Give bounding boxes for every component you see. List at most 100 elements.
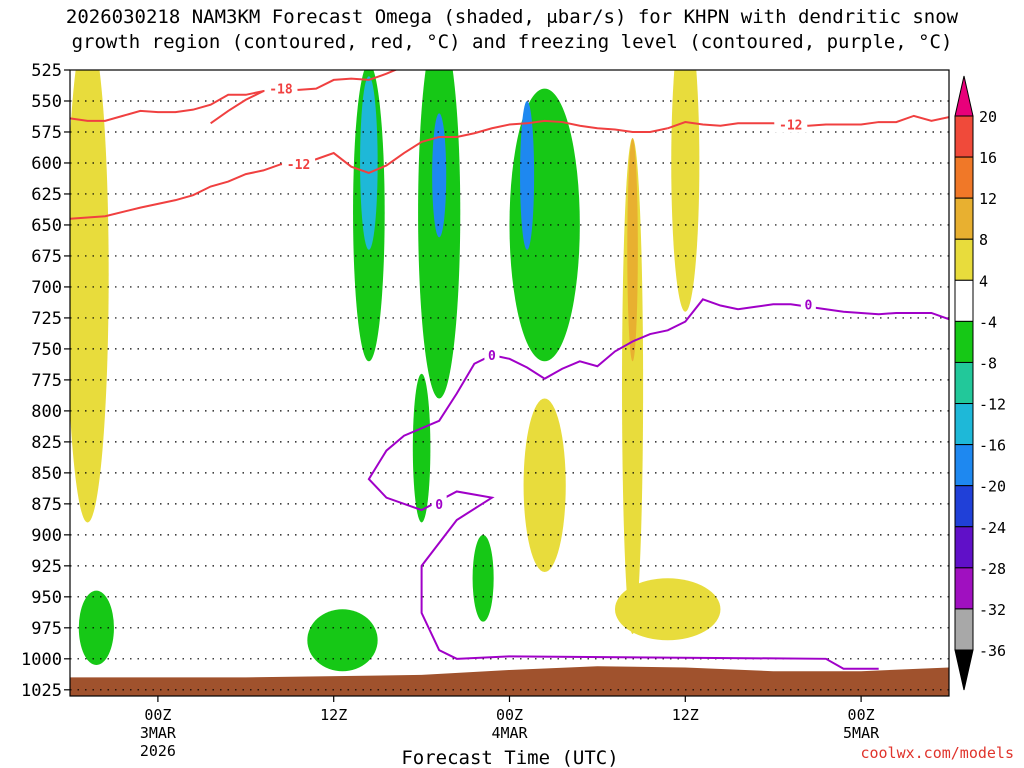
omega-shading bbox=[70, 70, 721, 672]
omega-green-blob-hour-1 bbox=[78, 590, 114, 666]
colorbar-label: -20 bbox=[979, 478, 1006, 496]
colorbar-label: -8 bbox=[979, 354, 997, 372]
freezing-contour-label: 0 bbox=[804, 298, 812, 313]
colorbar-label: -4 bbox=[979, 313, 997, 331]
colorbar-box bbox=[954, 444, 974, 487]
ground-layer bbox=[70, 666, 949, 696]
omega-yellow-column-hour-1 bbox=[70, 70, 109, 523]
omega-yellow-blob-hour-34 bbox=[614, 578, 721, 641]
credit-text: coolwx.com/models bbox=[860, 744, 1014, 762]
colorbar-bottom-triangle bbox=[954, 649, 974, 691]
colorbar-label: -16 bbox=[979, 437, 1006, 455]
y-tick-label: 825 bbox=[31, 433, 62, 453]
colorbar-top-triangle bbox=[954, 75, 974, 117]
x-tick-label: 12Z bbox=[672, 706, 699, 724]
y-tick-label: 575 bbox=[31, 123, 62, 143]
y-axis: 525 550 575 600 625 650 675 700 725 750 775 800 825 8… bbox=[21, 61, 70, 701]
y-tick-label: 675 bbox=[31, 247, 62, 267]
y-tick-label: 625 bbox=[31, 185, 62, 205]
colorbar-box bbox=[954, 320, 974, 363]
omega-blue-core-hour-21 bbox=[432, 113, 447, 238]
colorbar-box bbox=[954, 526, 974, 569]
omega-orange-core-hour-32 bbox=[627, 138, 638, 362]
colorbar-box bbox=[954, 156, 974, 199]
freezing-contour-label-bg bbox=[431, 495, 447, 512]
x-tick-label: 12Z bbox=[320, 706, 347, 724]
freezing-contour-label-bg bbox=[484, 347, 500, 364]
colorbar-label: -32 bbox=[979, 601, 1006, 619]
x-tick-label: 00Z bbox=[144, 706, 171, 724]
y-tick-label: 1000 bbox=[21, 650, 62, 670]
y-tick-label: 1025 bbox=[21, 681, 62, 701]
below-ground-area bbox=[70, 666, 949, 696]
plot-background bbox=[70, 70, 949, 696]
y-tick-label: 875 bbox=[31, 495, 62, 515]
y-tick-label: 925 bbox=[31, 557, 62, 577]
omega-yellow-column-hour-32 bbox=[622, 138, 644, 635]
omega-green-blob-hour-23 bbox=[472, 534, 494, 622]
colorbar-label: -36 bbox=[979, 642, 1006, 660]
x-tick-label: 5MAR bbox=[843, 724, 880, 742]
y-tick-label: 725 bbox=[31, 309, 62, 329]
freezing-level-contour-line bbox=[367, 298, 949, 670]
colorbar-label: 8 bbox=[979, 231, 988, 249]
colorbar-box bbox=[954, 608, 974, 651]
colorbar-label: -28 bbox=[979, 560, 1006, 578]
x-axis-label: Forecast Time (UTC) bbox=[401, 747, 618, 768]
dgz-contour-line bbox=[667, 114, 949, 130]
contour-lines: -18 -12 -12 0 0 0 bbox=[70, 70, 949, 670]
colorbar: 20 16 12 8 4 -4 -8 -12 -16 -20 -24 -28 -32 -36 bbox=[954, 75, 1006, 691]
y-tick-label: 800 bbox=[31, 402, 62, 422]
y-tick-label: 700 bbox=[31, 278, 62, 298]
x-tick-label: 3MAR bbox=[140, 724, 177, 742]
dgz-contour-label-bg bbox=[774, 116, 808, 133]
freezing-contour-label: 0 bbox=[488, 349, 496, 364]
dgz-contour-label-bg bbox=[264, 80, 298, 97]
chart-title-line-1: 2026030218 NAM3KM Forecast Omega (shaded… bbox=[65, 6, 959, 28]
omega-cyan-core-hour-17 bbox=[360, 76, 378, 250]
x-tick-label: 2026 bbox=[140, 742, 176, 760]
dgz-contour-label-bg bbox=[282, 156, 316, 173]
y-tick-label: 975 bbox=[31, 619, 62, 639]
x-tick-label: 4MAR bbox=[491, 724, 528, 742]
colorbar-label: 4 bbox=[979, 272, 988, 290]
y-tick-label: 525 bbox=[31, 61, 62, 81]
colorbar-box bbox=[954, 279, 974, 322]
colorbar-box bbox=[954, 238, 974, 281]
colorbar-box bbox=[954, 115, 974, 158]
omega-blue-core-hour-26 bbox=[520, 100, 535, 250]
dgz-contour-label: -18 bbox=[269, 83, 293, 98]
colorbar-label: 12 bbox=[979, 190, 997, 208]
dgz-contour-line bbox=[70, 90, 264, 122]
x-tick-label: 00Z bbox=[848, 706, 875, 724]
y-tick-label: 950 bbox=[31, 588, 62, 608]
x-tick-label: 00Z bbox=[496, 706, 523, 724]
y-tick-label: 850 bbox=[31, 464, 62, 484]
omega-yellow-blob-hour-27 bbox=[523, 398, 566, 573]
omega-green-blob-hour-16 bbox=[307, 609, 378, 672]
colorbar-label: -24 bbox=[979, 519, 1006, 537]
dgz-contour-label: -12 bbox=[287, 158, 310, 173]
colorbar-label: -12 bbox=[979, 396, 1006, 414]
freezing-contour-label-bg bbox=[800, 296, 816, 313]
y-tick-label: 775 bbox=[31, 371, 62, 391]
colorbar-box bbox=[954, 197, 974, 240]
y-tick-label: 900 bbox=[31, 526, 62, 546]
y-tick-label: 650 bbox=[31, 216, 62, 236]
colorbar-box bbox=[954, 485, 974, 528]
dgz-contour-line bbox=[210, 70, 398, 125]
omega-yellow-column-hour-35 bbox=[671, 70, 700, 312]
colorbar-label: 20 bbox=[979, 108, 997, 126]
omega-green-blob-hour-20 bbox=[412, 373, 431, 523]
colorbar-label: 16 bbox=[979, 149, 997, 167]
y-tick-label: 600 bbox=[31, 154, 62, 174]
colorbar-box bbox=[954, 567, 974, 610]
colorbar-box bbox=[954, 361, 974, 405]
y-tick-label: 750 bbox=[31, 340, 62, 360]
colorbar-box bbox=[954, 403, 974, 446]
dgz-contour-label: -12 bbox=[779, 119, 802, 134]
chart-title-line-2: growth region (contoured, red, °C) and f… bbox=[71, 31, 953, 53]
y-tick-label: 550 bbox=[31, 92, 62, 112]
dgz-contour-line bbox=[70, 119, 668, 220]
